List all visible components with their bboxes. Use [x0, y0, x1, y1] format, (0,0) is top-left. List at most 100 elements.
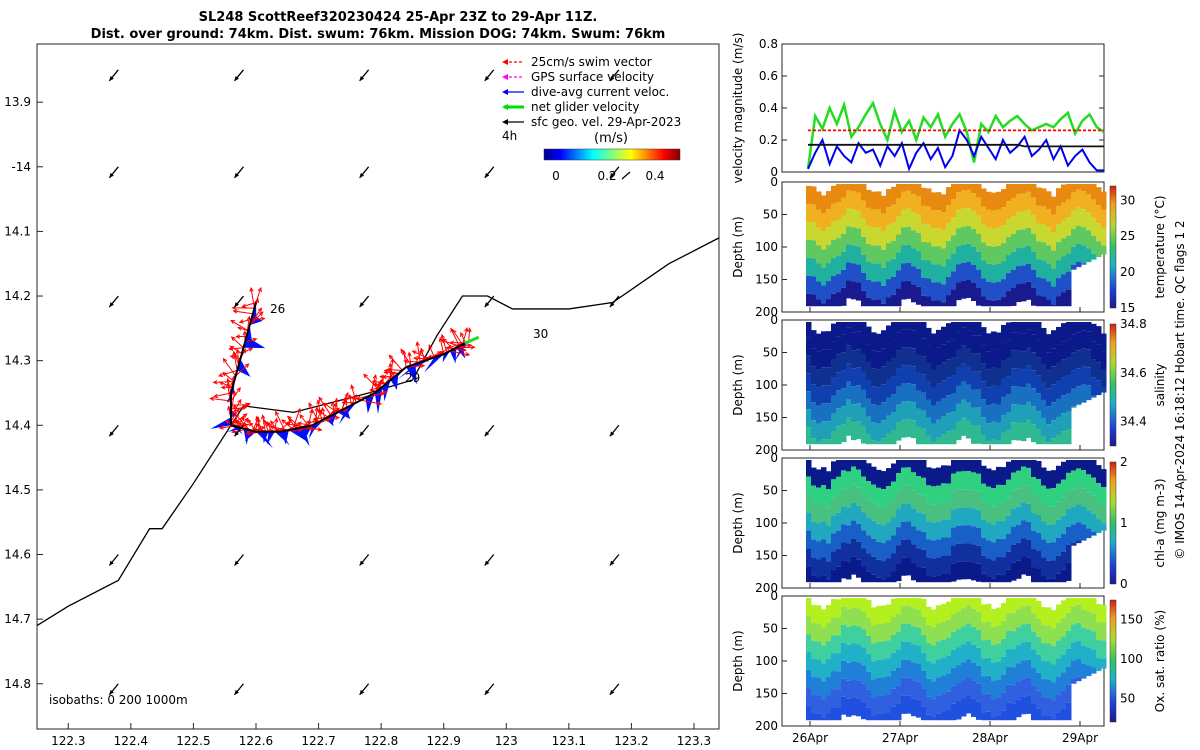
section-cell — [1051, 250, 1057, 269]
section-cell — [831, 569, 837, 583]
section-cell — [1101, 191, 1107, 210]
section-cell — [876, 263, 882, 282]
section-cell — [951, 429, 957, 445]
section-cell — [921, 598, 927, 617]
section-cell — [981, 712, 987, 721]
section-cell — [1056, 296, 1062, 307]
section-cell — [811, 348, 817, 367]
section-cell — [851, 350, 857, 369]
section-cell — [981, 622, 987, 641]
section-cell — [1001, 656, 1007, 675]
section-cell — [841, 524, 847, 543]
section-cell — [1001, 414, 1007, 433]
section-cell — [811, 366, 817, 385]
section-cell — [831, 431, 837, 445]
swim-vector-head — [236, 387, 241, 393]
section-cell — [941, 519, 947, 538]
section-colorbar-tick: 1 — [1120, 516, 1128, 530]
section-cell — [856, 367, 862, 386]
section-cell — [836, 292, 842, 307]
section-cell — [1076, 522, 1082, 541]
section-cell — [1021, 229, 1027, 248]
section-cell — [831, 203, 837, 222]
section-cell — [991, 663, 997, 682]
section-cell — [826, 561, 832, 580]
section-cell — [816, 387, 822, 406]
section-cell — [996, 697, 1002, 716]
swim-vector-head — [440, 333, 445, 339]
swim-vector-head — [270, 420, 275, 426]
geo-arrow-head — [234, 302, 240, 308]
section-cell — [1071, 334, 1077, 353]
geo-arrow-head — [359, 75, 365, 81]
section-cell — [1061, 256, 1067, 275]
section-cell — [901, 605, 907, 624]
section-cell — [1046, 607, 1052, 626]
section-cell — [1061, 359, 1067, 378]
swim-vector-head — [420, 347, 425, 353]
section-cell — [881, 659, 887, 678]
section-cell — [1001, 261, 1007, 280]
section-cell — [941, 230, 947, 249]
section-cell — [961, 543, 967, 562]
section-cell — [876, 423, 882, 442]
section-cell — [851, 322, 857, 333]
section-cell — [946, 241, 952, 260]
section-cell — [826, 677, 832, 696]
section-cell — [856, 184, 862, 193]
section-cell — [1071, 660, 1077, 679]
section-cell — [1021, 265, 1027, 284]
swim-vector-head — [379, 374, 385, 379]
section-cell — [846, 608, 852, 627]
geo-arrow-head — [609, 172, 615, 178]
section-cell — [831, 515, 837, 534]
section-cell — [941, 302, 947, 307]
swim-vector-head — [407, 351, 412, 357]
section-cell — [1036, 322, 1042, 340]
section-cell — [841, 488, 847, 507]
swim-vector-head — [244, 363, 250, 368]
section-cell — [916, 390, 922, 409]
section-cell — [1066, 562, 1072, 581]
section-cell — [811, 485, 817, 504]
legend-label: sfc geo. vel. 29-Apr-2023 — [531, 115, 681, 129]
section-cell — [901, 677, 907, 696]
geo-arrow-head — [609, 75, 615, 81]
section-cell — [841, 606, 847, 625]
section-cell — [881, 489, 887, 508]
section-cell — [1101, 469, 1107, 488]
section-cell — [1076, 261, 1082, 268]
section-cell — [996, 643, 1002, 662]
section-cell — [951, 649, 957, 668]
swim-vector-head — [218, 381, 224, 386]
section-cell — [1091, 341, 1097, 360]
section-cell — [826, 507, 832, 526]
swim-vector — [412, 350, 430, 360]
swim-vector-head — [285, 422, 291, 427]
legend-arrow — [502, 119, 508, 125]
section-cell — [886, 622, 892, 641]
section-cell — [871, 404, 877, 423]
section-cell — [811, 402, 817, 421]
section-cell — [1011, 649, 1017, 668]
section-cell — [1011, 508, 1017, 527]
section-cell — [876, 577, 882, 583]
section-cell — [856, 228, 862, 247]
section-cell — [1081, 322, 1087, 331]
section-cell — [996, 574, 1002, 583]
section-ytick-label: 50 — [763, 484, 778, 498]
swim-vector — [249, 308, 262, 326]
section-cell — [926, 521, 932, 540]
map-xtick-label: 123.3 — [677, 734, 711, 748]
section-cell — [921, 428, 927, 445]
section-cell — [821, 557, 827, 576]
section-cell — [956, 471, 962, 490]
section-cell — [1066, 490, 1072, 509]
section-cell — [991, 578, 997, 583]
section-cell — [901, 641, 907, 660]
section-cell — [806, 221, 812, 240]
section-cell — [896, 404, 902, 423]
section-cell — [981, 483, 987, 502]
section-cell — [861, 629, 867, 648]
section-cell — [841, 322, 847, 335]
